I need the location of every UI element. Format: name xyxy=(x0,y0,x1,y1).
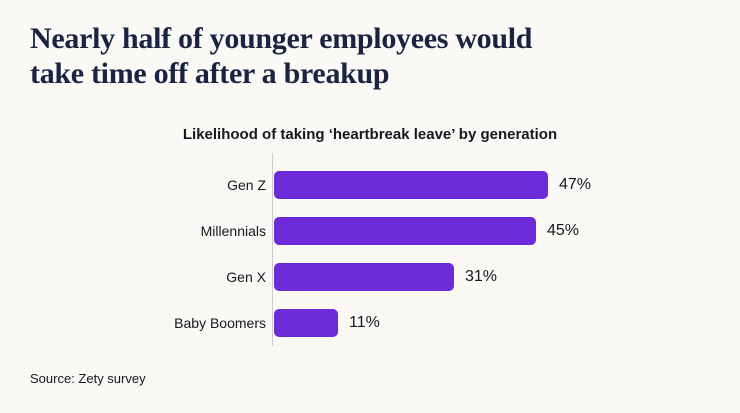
page-title-line-1: Nearly half of younger employees would xyxy=(30,22,533,55)
chart-row: Baby Boomers 11% xyxy=(155,300,591,346)
chart-title: Likelihood of taking ‘heartbreak leave’ … xyxy=(182,126,558,143)
value-label: 45% xyxy=(547,222,580,239)
category-label: Gen Z xyxy=(227,177,266,193)
chart-row: Gen Z 47% xyxy=(155,162,591,208)
page-title-line-2: take time off after a breakup xyxy=(30,57,390,90)
value-label: 11% xyxy=(349,314,380,331)
value-label: 31% xyxy=(465,268,498,285)
bar xyxy=(274,217,536,245)
category-label: Millennials xyxy=(200,223,266,239)
bar-chart: Gen Z 47% Millennials 45% Gen X 31% Baby… xyxy=(155,162,591,346)
category-label: Gen X xyxy=(226,269,266,285)
bar xyxy=(274,309,338,337)
chart-row: Millennials 45% xyxy=(155,208,591,254)
category-label: Baby Boomers xyxy=(174,315,266,331)
source-note: Source: Zety survey xyxy=(30,371,146,386)
page-title: Nearly half of younger employees would t… xyxy=(30,21,533,91)
value-label: 47% xyxy=(559,176,592,193)
bar xyxy=(274,263,454,291)
bar xyxy=(274,171,548,199)
chart-baseline-axis xyxy=(272,153,273,346)
chart-row: Gen X 31% xyxy=(155,254,591,300)
